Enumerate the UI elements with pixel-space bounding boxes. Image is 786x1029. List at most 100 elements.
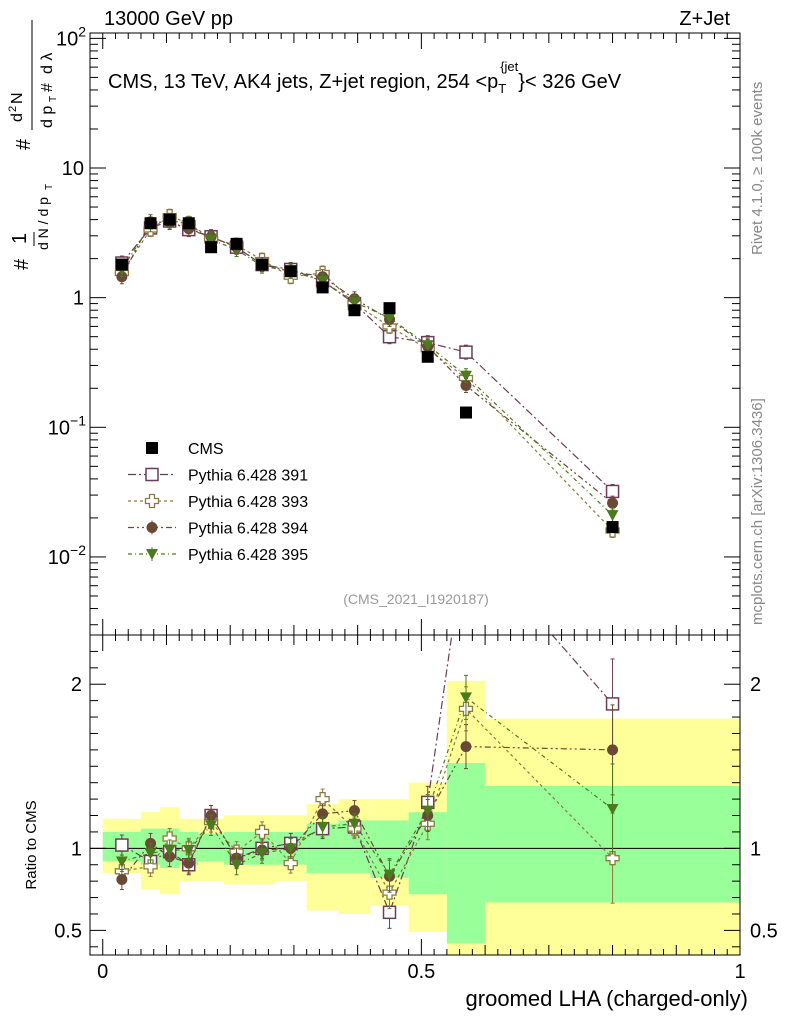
cms-point — [459, 406, 472, 419]
svg-text:d λ: d λ — [39, 53, 56, 74]
legend-entry: Pythia 6.428 395 — [128, 547, 308, 564]
main-point — [205, 234, 218, 246]
main-point — [459, 345, 473, 359]
ratio-point — [256, 848, 269, 860]
legend-label: Pythia 6.428 393 — [188, 494, 308, 511]
cms-point — [606, 521, 619, 534]
main-series-line — [121, 221, 613, 504]
ratio-y-tick-label: 2 — [71, 674, 82, 696]
legend-label: Pythia 6.428 395 — [188, 547, 308, 564]
ratio-point — [421, 805, 434, 817]
ratio-markers — [114, 515, 620, 929]
svg-text:T: T — [48, 96, 59, 102]
y-tick-label: 10−2 — [48, 542, 86, 569]
legend-marker — [146, 549, 158, 560]
ratio-point — [143, 859, 158, 874]
mcplots-label: mcplots.cern.ch [arXiv:1306.3436] — [749, 398, 766, 625]
main-panel: CMS, 13 TeV, AK4 jets, Z+jet region, 254… — [48, 23, 741, 636]
ratio-point — [348, 818, 361, 830]
ratio-uncertainty-bands — [102, 680, 740, 955]
main-point — [348, 297, 361, 309]
ratio-point — [316, 822, 329, 833]
ratio-x-axis: 0 0.5 1 — [97, 635, 746, 983]
ratio-y-axis: 0.5 0.5 1 1 2 2 — [54, 650, 778, 948]
legend-label: Pythia 6.428 394 — [188, 521, 308, 538]
ratio-point — [605, 851, 620, 866]
legend-label: Pythia 6.428 391 — [188, 468, 308, 485]
x-tick-label: 0 — [97, 961, 108, 983]
ratio-point — [283, 855, 298, 871]
cms-point — [348, 304, 361, 317]
cms-point — [205, 241, 218, 254]
main-y-label: # 1 d N / d p T # d 2 N d p T # d λ — [7, 20, 59, 270]
svg-text:d N / d p: d N / d p — [35, 197, 51, 250]
legend-entry: CMS — [146, 441, 224, 458]
legend-marker — [146, 522, 158, 533]
main-point — [459, 370, 472, 382]
cms-point — [182, 217, 195, 230]
ratio-point — [116, 874, 128, 886]
x-tick-label: 1 — [734, 961, 745, 983]
ratio-panel: 0.5 0.51 12 2 0 0.5 1 Ratio to CMS groomed LH… — [23, 515, 778, 1011]
watermark: (CMS_2021_I1920187) — [343, 591, 489, 607]
cms-point — [421, 350, 434, 363]
ratio-point — [317, 808, 329, 820]
ratio-frame — [89, 634, 741, 956]
main-point — [316, 275, 329, 287]
ratio-y-label: Ratio to CMS — [23, 800, 40, 889]
main-point — [607, 497, 619, 509]
legend-marker — [145, 467, 159, 482]
title-sub: T — [498, 81, 506, 96]
svg-text:d: d — [9, 113, 26, 122]
svg-text:N: N — [9, 92, 26, 104]
main-point — [460, 380, 472, 392]
ratio-error-bar — [464, 515, 468, 559]
svg-text:d p: d p — [39, 106, 56, 128]
cms-point — [115, 258, 128, 271]
title-suffix: }< 326 GeV — [518, 71, 622, 93]
cms-point — [284, 265, 297, 278]
legend-marker — [144, 493, 160, 509]
ratio-point — [115, 856, 128, 868]
legend: CMS Pythia 6.428 391 Pythia 6.428 393 Pythi… — [128, 441, 308, 564]
cms-point — [316, 281, 329, 294]
ratio-point — [115, 838, 129, 852]
svg-text:2: 2 — [7, 106, 19, 112]
ratio-point — [315, 791, 330, 807]
y-label-formula: # — [11, 258, 33, 270]
inner-band — [198, 833, 224, 862]
svg-text:#: # — [13, 138, 35, 150]
legend-entry: Pythia 6.428 393 — [128, 493, 308, 511]
y-tick-label: 10 — [62, 158, 84, 180]
ratio-point — [607, 744, 619, 756]
svg-text:#: # — [39, 83, 56, 92]
rivet-label: Rivet 4.1.0, ≥ 100k events — [749, 82, 766, 255]
cms-point — [163, 213, 176, 226]
legend-marker — [146, 442, 158, 454]
ratio-point — [348, 805, 360, 817]
legend-entry: Pythia 6.428 391 — [128, 467, 308, 485]
title-sup: {jet — [500, 59, 518, 74]
cms-point — [383, 302, 396, 315]
ratio-point — [383, 869, 396, 881]
ratio-point — [460, 531, 472, 543]
svg-text:1: 1 — [9, 233, 31, 244]
ratio-y-tick-label-right: 2 — [750, 674, 761, 696]
ratio-y-tick-label-right: 0.5 — [750, 920, 778, 942]
header-left: 13000 GeV pp — [104, 8, 233, 30]
main-point — [606, 510, 619, 522]
main-point — [421, 340, 434, 352]
cms-point — [144, 217, 157, 230]
ratio-point — [460, 741, 472, 753]
ratio-y-tick-label-right: 1 — [750, 838, 761, 860]
ratio-point — [606, 803, 619, 815]
ratio-point — [284, 843, 297, 855]
main-point — [383, 312, 396, 324]
ratio-point — [182, 844, 195, 856]
ratio-point — [163, 844, 176, 856]
ratio-y-tick-label: 0.5 — [54, 920, 82, 942]
legend-label: CMS — [188, 441, 224, 458]
main-x-axis — [102, 33, 741, 635]
ratio-point — [230, 859, 243, 871]
x-axis-label: groomed LHA (charged-only) — [466, 986, 748, 1011]
